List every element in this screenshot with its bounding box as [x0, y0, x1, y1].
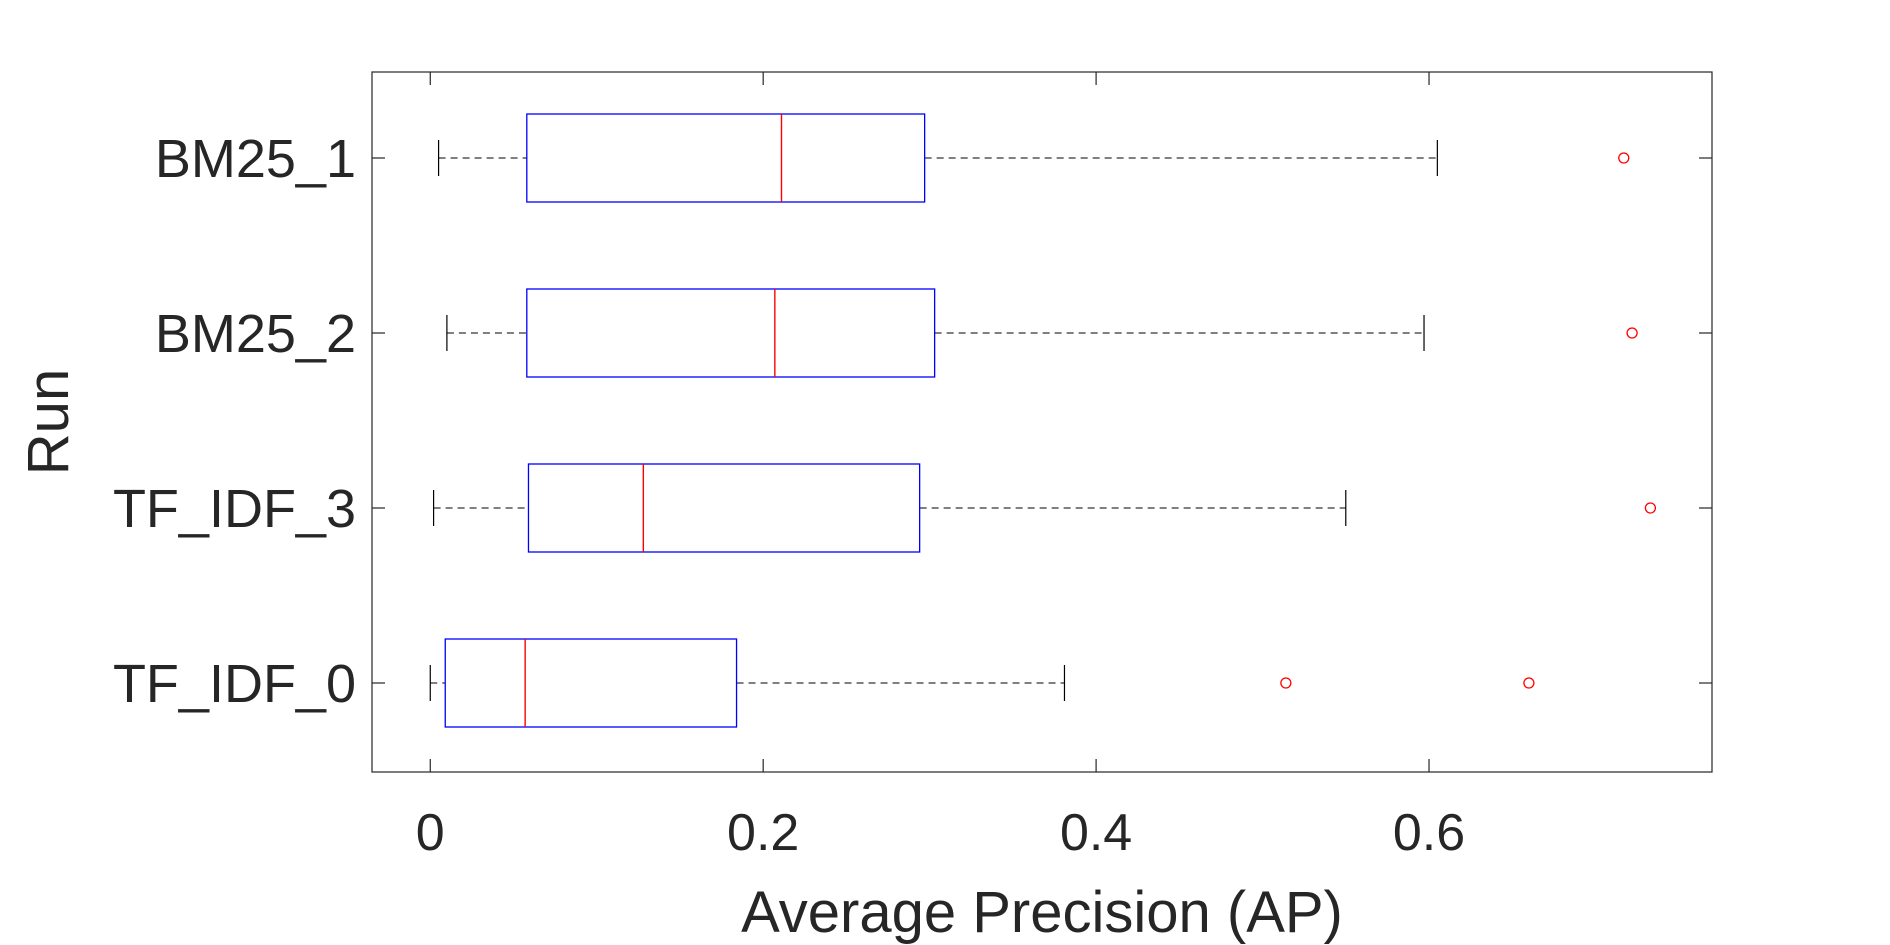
- axes-frame: [371, 71, 1713, 773]
- ticks: 0 0.2 0.4 0.6 BM25_1 BM25_2 TF_IDF_3 TF_IDF_0: [113, 72, 1712, 862]
- x-tick-label: 0.4: [1060, 804, 1132, 862]
- box: [526, 288, 936, 378]
- outlier-point: [1618, 152, 1630, 164]
- box: [526, 113, 926, 203]
- box: [527, 463, 921, 553]
- box-group: [429, 638, 1535, 728]
- x-tick-label: 0.2: [727, 804, 799, 862]
- y-tick-label: TF_IDF_3: [113, 479, 356, 539]
- outlier-point: [1644, 502, 1657, 514]
- box-group: [437, 113, 1630, 203]
- x-axis-label: Average Precision (AP): [741, 880, 1343, 945]
- y-axis-label: Run: [16, 369, 81, 475]
- box-group: [432, 463, 1657, 553]
- y-tick-label: BM25_1: [155, 129, 356, 189]
- y-tick-label: BM25_2: [155, 304, 356, 364]
- outlier-point: [1523, 677, 1535, 689]
- outlier-point: [1280, 677, 1292, 689]
- box: [444, 638, 738, 728]
- x-tick-label: 0: [416, 804, 445, 862]
- box-group: [446, 288, 1638, 378]
- x-tick-label: 0.6: [1393, 804, 1465, 862]
- plot-marks: [429, 113, 1657, 728]
- y-tick-label: TF_IDF_0: [113, 654, 356, 714]
- outlier-point: [1626, 327, 1638, 339]
